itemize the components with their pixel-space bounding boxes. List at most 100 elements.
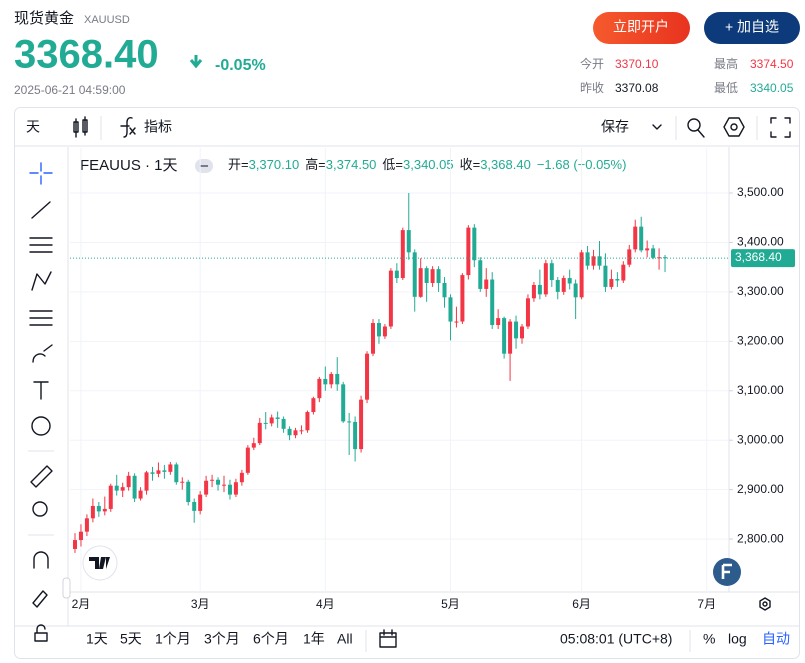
candle-body [651, 248, 656, 258]
candle-body [311, 398, 316, 413]
search-icon[interactable] [687, 118, 705, 138]
title: 现货黄金 [14, 10, 74, 27]
crosshair-tool[interactable] [29, 162, 53, 185]
candle-body [388, 270, 393, 327]
y-tick-label: 2,900.00 [737, 482, 784, 496]
logo-mark [89, 557, 110, 569]
candle-body [347, 421, 352, 423]
candle-body [627, 249, 632, 265]
range-button[interactable]: 1天 [86, 631, 108, 647]
candle-body [168, 464, 173, 472]
date-range-icon[interactable] [379, 629, 397, 648]
candle-body [412, 252, 417, 297]
measure-tool[interactable] [30, 465, 53, 488]
y-tick-label: 3,300.00 [737, 284, 784, 298]
legend-value: 3,368.40 [480, 157, 531, 172]
candle-body [639, 226, 644, 251]
candle-body [341, 384, 346, 422]
candle-body [317, 378, 322, 399]
candle-body [502, 318, 507, 354]
candle-body [329, 373, 334, 385]
save-menu-icon[interactable] [652, 124, 662, 130]
lock-tool[interactable] [34, 624, 48, 642]
candle-body [657, 257, 662, 259]
candle-body [353, 421, 358, 450]
stat-value: 3370.10 [615, 57, 659, 71]
candle-body [323, 378, 328, 385]
candle-body [645, 248, 650, 251]
candle-body [251, 443, 256, 448]
candle-body [150, 472, 155, 474]
range-button[interactable]: 1个月 [155, 631, 191, 647]
candle-body [448, 297, 453, 322]
range-button[interactable]: 6个月 [253, 631, 289, 647]
candle-body [567, 278, 572, 284]
text-tool[interactable] [33, 381, 49, 400]
candle-body [597, 256, 602, 266]
brush-tool[interactable] [32, 344, 53, 363]
candle-body [573, 283, 578, 298]
open-account-label[interactable]: 立即开户 [613, 19, 669, 35]
candle-body [96, 505, 101, 512]
candle-body [460, 275, 465, 322]
legend-label: 低= [382, 157, 403, 172]
draw-mode-tool[interactable] [32, 590, 48, 608]
candle-body [204, 480, 209, 495]
candle-body [239, 472, 244, 483]
y-tick-label: 3,000.00 [737, 432, 784, 446]
auto-toggle[interactable]: 自动 [762, 631, 790, 647]
watchlist-label[interactable]: + 加自选 [725, 19, 779, 35]
candle-body [287, 428, 292, 436]
axis-settings-icon[interactable] [759, 597, 771, 611]
projection-tool[interactable] [29, 310, 53, 326]
series-title: FEAUUS · 1天 [80, 157, 178, 174]
stat-value: 3340.05 [750, 81, 794, 95]
candle-body [537, 284, 542, 295]
y-tick-label: 3,400.00 [737, 235, 784, 249]
clock: 05:08:01 (UTC+8) [560, 631, 672, 647]
interval[interactable]: 天 [26, 119, 40, 135]
candle-body [102, 508, 107, 512]
range-button[interactable]: 5天 [120, 631, 142, 647]
trendline-tool[interactable] [31, 201, 51, 219]
settings-icon[interactable] [723, 117, 745, 137]
fullscreen-icon[interactable] [770, 117, 791, 138]
candle-body [496, 318, 501, 326]
log-toggle[interactable]: log [728, 631, 747, 647]
candle-body [299, 430, 304, 432]
indicators[interactable]: 指标 [144, 119, 172, 135]
range-button[interactable]: 1年 [303, 631, 325, 647]
pattern-tool[interactable] [31, 271, 52, 291]
candle-body [216, 479, 221, 485]
fib-tool[interactable] [29, 237, 53, 253]
candle-body [263, 422, 268, 424]
candle-body [579, 252, 584, 298]
y-tick-label: 3,200.00 [737, 333, 784, 347]
candle-body [424, 268, 429, 283]
percent-toggle[interactable]: % [703, 631, 715, 647]
candle-body [490, 279, 495, 326]
candle-body [293, 430, 298, 436]
emoji-tool[interactable] [31, 416, 51, 436]
chart-type-icon[interactable] [73, 116, 88, 138]
x-tick-label: 7月 [697, 597, 716, 611]
zoom-tool[interactable] [32, 501, 48, 517]
candle-body [180, 481, 185, 483]
save[interactable]: 保存 [601, 119, 629, 135]
candle-body [549, 263, 554, 281]
legend-value: 3,340.05 [403, 157, 454, 172]
indicator-icon[interactable] [120, 117, 136, 138]
watchlist-button[interactable] [704, 12, 800, 44]
candle-body [138, 490, 143, 499]
candle-body [73, 540, 77, 549]
range-button[interactable]: 3个月 [204, 631, 240, 647]
range-button[interactable]: All [337, 631, 353, 647]
candle-body [174, 464, 179, 483]
sidebar-toggle[interactable] [62, 577, 71, 599]
x-tick-label: 5月 [441, 597, 460, 611]
open-account-button[interactable] [593, 12, 690, 44]
candle-body [466, 227, 471, 276]
magnet-tool[interactable] [33, 551, 49, 569]
candle-body [359, 399, 364, 450]
